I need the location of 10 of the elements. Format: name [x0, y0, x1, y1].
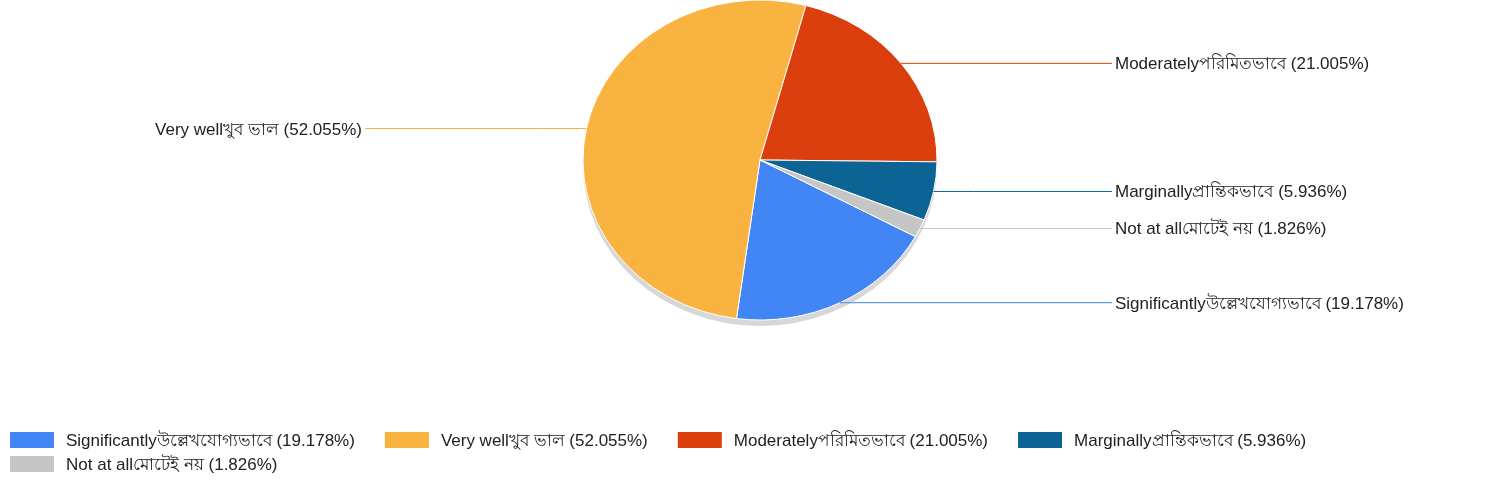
slice-label: Very wellখুব ভাল (52.055%): [155, 119, 362, 139]
legend-label: Significantlyউল্লেখযোগ্যভাবে (19.178%): [66, 430, 355, 450]
legend-label: Not at allমোটেই নয় (1.826%): [66, 454, 278, 474]
legend-label: Marginallyপ্রান্তিকভাবে (5.936%): [1074, 430, 1307, 450]
slice-label: Not at allমোটেই নয় (1.826%): [1115, 218, 1327, 239]
legend-label: Very wellখুব ভাল (52.055%): [440, 431, 648, 450]
slice-label: Significantlyউল্লেখযোগ্যভাবে (19.178%): [1115, 292, 1404, 313]
slice-label: Moderatelyপরিমিতভাবে (21.005%): [1115, 53, 1370, 74]
legend-label: Moderatelyপরিমিতভাবে (21.005%): [733, 430, 989, 450]
slice-label: Marginallyপ্রান্তিকভাবে (5.936%): [1115, 181, 1348, 202]
